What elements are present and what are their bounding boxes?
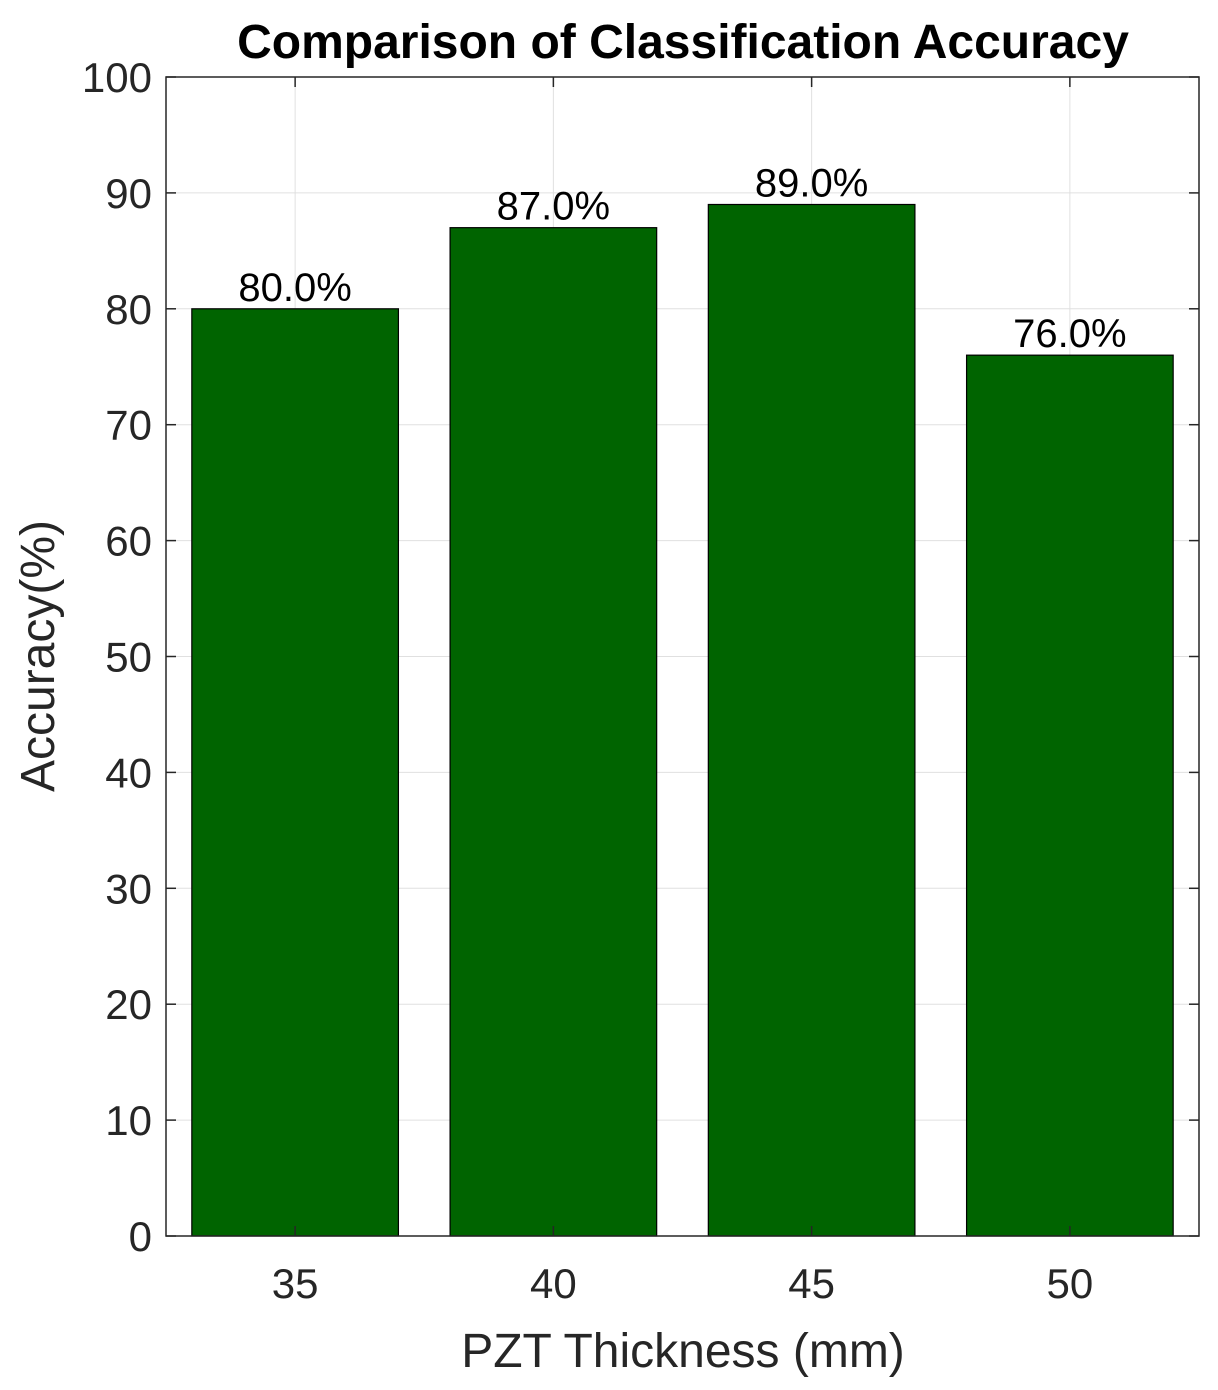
y-tick-label: 40 xyxy=(105,749,152,796)
data-label: 76.0% xyxy=(1013,312,1126,356)
bar-50 xyxy=(965,354,1174,1237)
axis-ticks: 0 10 20 30 40 50 60 70 80 90 100 35 40 45 50 xyxy=(82,54,1199,1307)
bar-40 xyxy=(449,227,658,1237)
y-tick-label: 20 xyxy=(105,981,152,1028)
y-tick-label: 60 xyxy=(105,518,152,565)
bars xyxy=(191,203,1174,1237)
x-tick-label: 40 xyxy=(530,1260,577,1307)
y-tick-label: 90 xyxy=(105,170,152,217)
y-tick-label: 10 xyxy=(105,1097,152,1144)
chart-title: Comparison of Classification Accuracy xyxy=(237,16,1129,69)
x-tick-label: 50 xyxy=(1047,1260,1094,1307)
y-tick-label: 100 xyxy=(82,54,152,101)
data-label: 87.0% xyxy=(497,185,610,229)
y-axis-label: Accuracy(%) xyxy=(12,520,65,792)
data-label: 89.0% xyxy=(755,161,868,205)
data-labels: 80.0% 87.0% 89.0% 76.0% xyxy=(238,161,1126,356)
y-tick-label: 50 xyxy=(105,634,152,681)
x-tick-label: 45 xyxy=(788,1260,835,1307)
y-tick-label: 80 xyxy=(105,286,152,333)
y-tick-label: 0 xyxy=(129,1213,152,1260)
bar-35 xyxy=(191,308,400,1237)
y-tick-label: 30 xyxy=(105,865,152,912)
y-tick-label: 70 xyxy=(105,402,152,449)
bar-45 xyxy=(707,203,916,1237)
data-label: 80.0% xyxy=(238,266,351,310)
x-tick-label: 35 xyxy=(272,1260,319,1307)
x-axis-label: PZT Thickness (mm) xyxy=(461,1325,905,1378)
